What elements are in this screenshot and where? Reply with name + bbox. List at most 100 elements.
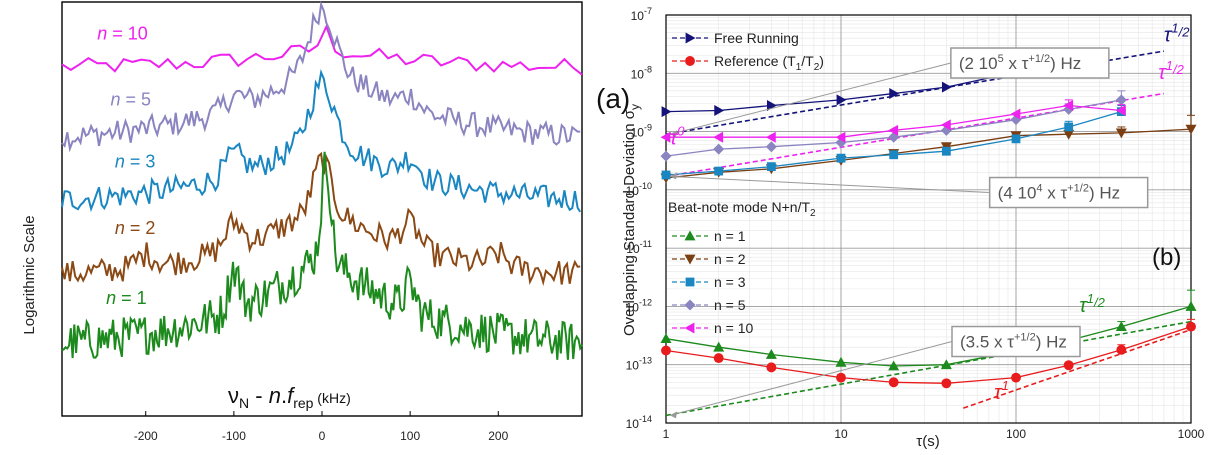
series-5	[660, 90, 1127, 162]
data-point-2-2	[765, 348, 777, 359]
panel-b-series	[660, 54, 1197, 389]
xlabel-f-sub: rep	[293, 395, 313, 411]
panel-a-series: n = 10n = 5n = 3n = 2n = 1	[61, 0, 583, 360]
data-point-6-4	[888, 124, 899, 136]
annotation-text-0: (2 105 x τ+1/2) Hz	[959, 53, 1081, 73]
annotation-box-2	[951, 325, 1081, 358]
data-point-4-2	[766, 162, 776, 172]
legend-heading-text: Beat-note mode N+n/T	[668, 199, 810, 215]
slope-sup: 1	[1002, 378, 1009, 393]
slope-base: τ	[1164, 25, 1173, 47]
a-xtick-label-4: 200	[488, 429, 508, 443]
b-ytick-label-7: 10-7	[631, 6, 652, 23]
legend-heading-sub: 2	[810, 208, 816, 219]
series-label-n: n	[115, 218, 125, 238]
legend-label-1: Reference (T1/T2)	[714, 53, 824, 73]
series-label-n: n	[106, 288, 116, 308]
annotation-part: (3.5 x τ	[960, 333, 1014, 352]
b-ytick-label-3: 10-11	[626, 239, 652, 256]
a-xtick-label-3: 100	[400, 429, 420, 443]
a-xtick-label-2: 0	[319, 429, 326, 443]
data-point-5-8	[1115, 94, 1127, 106]
data-point-4-4	[889, 150, 899, 160]
slope-sup: 1	[1087, 291, 1094, 306]
annotation-part: +1/2	[1014, 332, 1036, 344]
data-point-1-4	[888, 377, 899, 388]
data-point-2-5	[940, 359, 952, 370]
data-point-5-1	[713, 143, 725, 155]
b-ytick-label-5: 10-9	[631, 123, 652, 140]
annotation-box-0	[950, 47, 1110, 79]
slope-label-2: τ0	[670, 124, 685, 150]
annotation-text-1: (4 104 x τ+1/2) Hz	[998, 183, 1120, 203]
series-label-rest: = 10	[107, 23, 148, 43]
series-label-rest: = 5	[120, 90, 151, 110]
slope-label-4: τ1	[994, 378, 1009, 404]
data-point-0-4	[889, 87, 900, 99]
ytick-base: 10	[631, 9, 645, 23]
data-point-6-5	[940, 119, 951, 131]
data-point-3-8	[1115, 128, 1127, 139]
legend-label-part: Reference (T	[714, 53, 796, 69]
data-point-0-3	[836, 94, 847, 106]
legend-label-3: n = 2	[714, 251, 746, 267]
data-point-6-6	[1010, 108, 1021, 120]
data-point-1-5	[941, 378, 952, 389]
annotation-part: x τ	[1004, 54, 1029, 73]
ytick-base: 10	[626, 242, 640, 256]
slope-base: τ	[994, 382, 1003, 404]
legend-marker-2	[684, 230, 696, 241]
spectrum-line-4	[61, 151, 583, 360]
legend-label-part: /T	[801, 53, 814, 69]
ytick-base: 10	[626, 300, 640, 314]
slope-base: τ	[1079, 295, 1088, 317]
b-xtick-label-0: 1	[663, 427, 670, 441]
data-point-6-0	[660, 131, 671, 143]
legend-marker-3	[684, 254, 696, 265]
panel-a-xlabel: νN - n.frep (kHz)	[228, 383, 351, 411]
data-point-0-1	[714, 104, 725, 116]
slope-frac: /2	[1178, 25, 1191, 40]
annotation-part: ) Hz	[1036, 333, 1067, 352]
data-point-5-0	[660, 150, 672, 162]
legend-label-0: Free Running	[714, 30, 799, 46]
panel-b-grid	[665, 14, 1192, 424]
annotation-arrowhead-1	[670, 172, 677, 180]
ylabel-text: Overlapping Standard Deviation σ	[621, 109, 638, 336]
data-point-4-0	[661, 170, 671, 180]
slope-label-1: τ1/2	[1158, 58, 1184, 84]
annotation-arrow-0	[669, 62, 951, 135]
legend-label-part: )	[819, 53, 824, 69]
legend-label-4: n = 3	[714, 274, 746, 290]
slope-sup: 1	[1171, 21, 1178, 36]
series-4	[661, 105, 1126, 180]
data-point-6-1	[713, 131, 724, 143]
legend-marker-4	[685, 277, 695, 287]
ytick-base: 10	[626, 184, 640, 198]
b-xtick-label-3: 1000	[1178, 427, 1205, 441]
series-line-3	[665, 128, 1192, 179]
data-point-1-6	[1011, 372, 1021, 383]
panel-b-legend: Free Running Reference (T1/T2) Beat-note m…	[668, 30, 824, 336]
xlabel-dot: .	[281, 383, 287, 408]
data-point-2-0	[660, 333, 672, 344]
a-xtick-label-0: -200	[134, 429, 158, 443]
slope-frac: /2	[1093, 295, 1106, 310]
panel-b-ticks: 1 10 100 100010-1410-1310-1210-1110-1010-91…	[626, 6, 1205, 441]
panel-b-label: (b)	[1152, 244, 1181, 271]
annotation-part: x τ	[1043, 184, 1068, 203]
data-point-4-7	[1064, 122, 1074, 132]
data-point-4-6	[1011, 134, 1021, 144]
annotation-part: ) Hz	[1050, 54, 1081, 73]
series-label-rest: = 3	[125, 152, 156, 172]
annotation-arrow-1	[669, 175, 990, 194]
data-point-1-2	[766, 362, 777, 373]
data-point-2-1	[713, 341, 725, 352]
spectrum-line-0	[61, 23, 583, 76]
ytick-exp: -14	[639, 414, 652, 424]
ytick-exp: -11	[640, 239, 652, 249]
legend-marker-5	[684, 299, 696, 311]
panel-b-ylabel: Overlapping Standard Deviation σy	[621, 104, 642, 336]
ytick-base: 10	[626, 359, 640, 373]
